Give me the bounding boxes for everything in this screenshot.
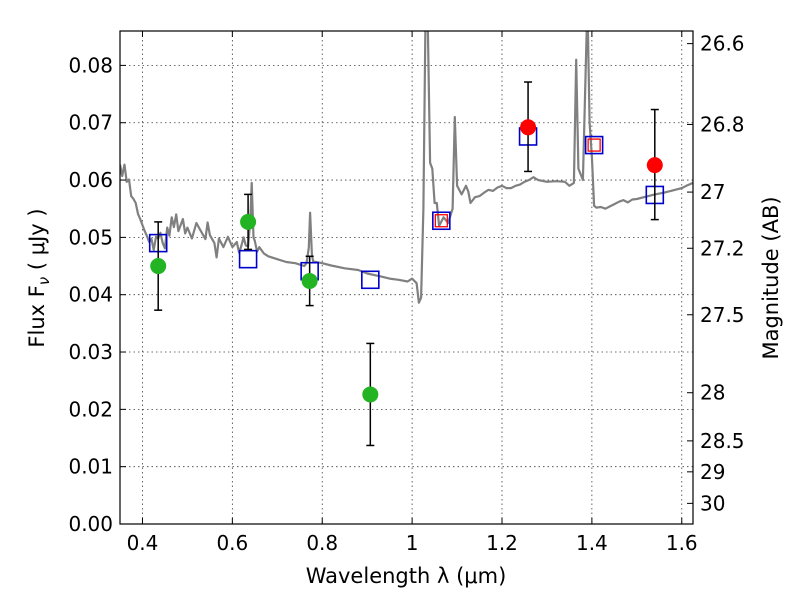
observed-flux-point [520, 119, 537, 136]
model-square-marker [584, 135, 604, 155]
model-square-marker [361, 270, 380, 290]
x-tick-label: 1.6 [666, 531, 698, 555]
x-tick-label: 0.4 [127, 531, 159, 555]
y2-tick-label: 28 [700, 381, 725, 405]
x-tick-label: 1.4 [576, 531, 608, 555]
y-tick-label: 0.05 [68, 225, 113, 249]
y-tick-label: 0.03 [68, 340, 113, 364]
x-axis-label: Wavelength λ (μm) [306, 564, 507, 588]
spectrum-line [120, 31, 693, 304]
x-tick-label: 0.8 [306, 531, 338, 555]
x-tick-label: 1.2 [486, 531, 518, 555]
y-tick-label: 0.04 [68, 283, 113, 307]
y2-tick-label: 29 [700, 460, 725, 484]
inner-square-marker [434, 214, 448, 228]
y-axis-label-unit: ( μJy ) [25, 208, 49, 276]
y-tick-label: 0.08 [68, 53, 113, 77]
model-square-marker [432, 211, 451, 231]
plot-frame [119, 30, 694, 525]
y-tick-label: 0.06 [68, 168, 113, 192]
y2-tick-label: 27.2 [700, 236, 745, 260]
y-axis-label-subscript: ν [35, 277, 53, 285]
y-axis-label: Flux Fν ( μJy ) [25, 208, 53, 347]
y-tick-label: 0.07 [68, 111, 113, 135]
y2-axis-label: Magnitude (AB) [759, 196, 783, 359]
y2-tick-label: 30 [700, 491, 725, 515]
observed-flux-point [362, 386, 379, 403]
y-axis-label-main: Flux F [25, 285, 49, 347]
observed-flux-point [240, 213, 257, 230]
y-tick-label: 0.00 [68, 512, 113, 536]
x-tick-label: 0.6 [216, 531, 248, 555]
observed-flux-point [150, 258, 167, 275]
model-square-marker [238, 249, 258, 269]
inner-square-marker [587, 138, 601, 152]
observed-flux-point [301, 272, 318, 289]
y2-tick-label: 28.5 [700, 429, 745, 453]
y2-tick-label: 26.6 [700, 32, 745, 56]
y2-tick-label: 27 [700, 180, 725, 204]
x-tick-label: 1 [406, 531, 419, 555]
y-tick-label: 0.02 [68, 397, 113, 421]
observed-flux-point [646, 157, 663, 174]
y2-tick-label: 27.5 [700, 303, 745, 327]
y-tick-label: 0.01 [68, 455, 113, 479]
y2-tick-label: 26.8 [700, 112, 745, 136]
